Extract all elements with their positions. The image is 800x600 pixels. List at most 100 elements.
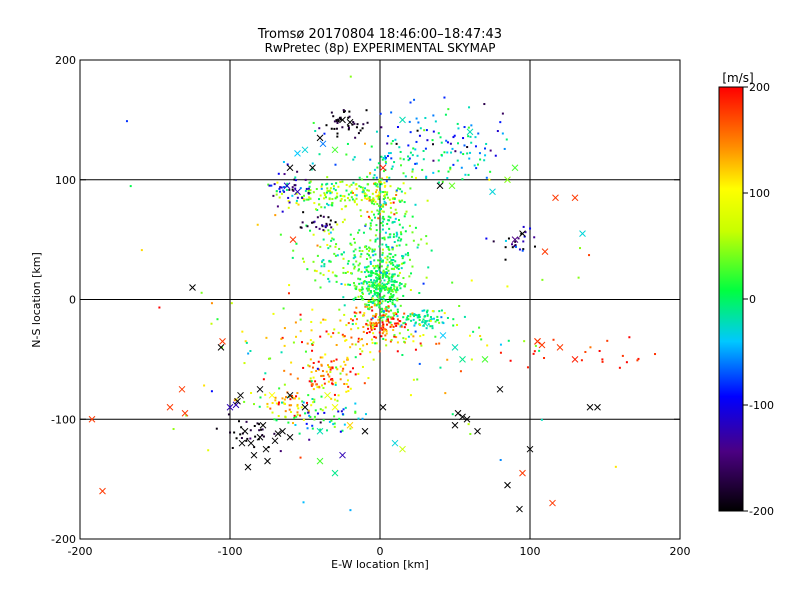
data-point-cross xyxy=(286,164,294,172)
colorbar-unit-label: [m/s] xyxy=(722,71,753,85)
data-point xyxy=(485,142,488,145)
data-point xyxy=(340,410,343,413)
data-point xyxy=(366,189,369,192)
data-point xyxy=(479,335,482,338)
data-point xyxy=(366,210,369,213)
data-point xyxy=(374,291,377,294)
data-point xyxy=(322,419,325,422)
data-point xyxy=(343,335,346,338)
data-point xyxy=(353,265,356,268)
data-point xyxy=(326,189,329,192)
data-point xyxy=(301,196,304,199)
data-point xyxy=(318,127,321,130)
data-point xyxy=(375,321,378,324)
data-point xyxy=(349,509,352,512)
data-point xyxy=(302,501,305,504)
data-point xyxy=(394,265,397,268)
data-point xyxy=(393,161,396,164)
data-point xyxy=(387,319,390,322)
data-point xyxy=(307,364,310,367)
data-point xyxy=(434,120,437,123)
data-point xyxy=(377,162,380,165)
data-point xyxy=(407,254,410,257)
data-point xyxy=(384,156,387,159)
data-point xyxy=(257,438,260,441)
data-point xyxy=(378,178,381,181)
data-point-cross xyxy=(399,116,406,124)
data-point xyxy=(342,257,345,260)
data-point xyxy=(499,458,502,461)
data-point xyxy=(340,282,343,285)
data-point xyxy=(401,354,404,357)
data-point-cross xyxy=(309,164,316,172)
data-point xyxy=(364,193,367,196)
data-point-cross xyxy=(241,427,249,435)
data-point xyxy=(363,246,366,249)
data-point xyxy=(335,119,338,122)
data-point xyxy=(344,406,347,409)
data-point-cross xyxy=(166,403,174,411)
data-point xyxy=(432,159,435,162)
data-point xyxy=(316,367,319,370)
data-point xyxy=(369,321,372,324)
data-point xyxy=(387,281,390,284)
cross-stroke xyxy=(519,469,526,477)
data-point-cross xyxy=(316,134,324,142)
data-point xyxy=(377,284,380,287)
data-point xyxy=(296,413,299,416)
y-tick-label: 100 xyxy=(55,174,76,187)
data-point xyxy=(431,139,434,142)
data-point xyxy=(393,273,396,276)
data-point xyxy=(373,279,376,282)
data-point xyxy=(360,270,363,273)
data-point xyxy=(432,114,435,117)
x-tick-label: -200 xyxy=(68,545,93,558)
data-point xyxy=(243,400,246,403)
data-point xyxy=(339,181,342,184)
data-point xyxy=(335,280,338,283)
data-point xyxy=(534,344,537,347)
data-point xyxy=(417,313,420,316)
data-point xyxy=(378,213,381,216)
data-point xyxy=(307,409,310,412)
data-point xyxy=(325,222,328,225)
data-point xyxy=(339,430,342,433)
data-point xyxy=(364,303,367,306)
data-point xyxy=(326,182,329,185)
data-point xyxy=(377,275,380,278)
data-point xyxy=(407,329,410,332)
data-point xyxy=(238,420,241,423)
data-point xyxy=(321,225,324,228)
data-point xyxy=(389,316,392,319)
data-point-cross xyxy=(238,439,246,447)
data-point xyxy=(361,249,364,252)
data-point xyxy=(389,292,392,295)
data-point xyxy=(388,279,391,282)
data-point xyxy=(376,183,379,186)
data-point xyxy=(372,332,375,335)
data-point xyxy=(327,269,330,272)
data-point xyxy=(280,192,283,195)
data-point xyxy=(373,168,376,171)
cross-stroke xyxy=(586,403,594,411)
data-point xyxy=(477,132,480,135)
data-point xyxy=(314,380,317,383)
data-point xyxy=(337,331,340,334)
data-point xyxy=(377,212,380,215)
data-point xyxy=(391,246,394,249)
data-point xyxy=(341,429,344,432)
data-point-cross xyxy=(511,236,519,243)
data-point xyxy=(392,201,395,204)
data-point xyxy=(366,319,369,322)
data-point xyxy=(380,316,383,319)
data-point xyxy=(503,147,506,150)
data-point xyxy=(359,353,362,356)
data-point xyxy=(332,185,335,188)
cross-stroke xyxy=(466,128,474,136)
data-point xyxy=(358,229,361,232)
data-point xyxy=(384,231,387,234)
data-point xyxy=(361,295,364,298)
data-point-cross xyxy=(331,403,339,411)
data-point xyxy=(299,456,302,459)
